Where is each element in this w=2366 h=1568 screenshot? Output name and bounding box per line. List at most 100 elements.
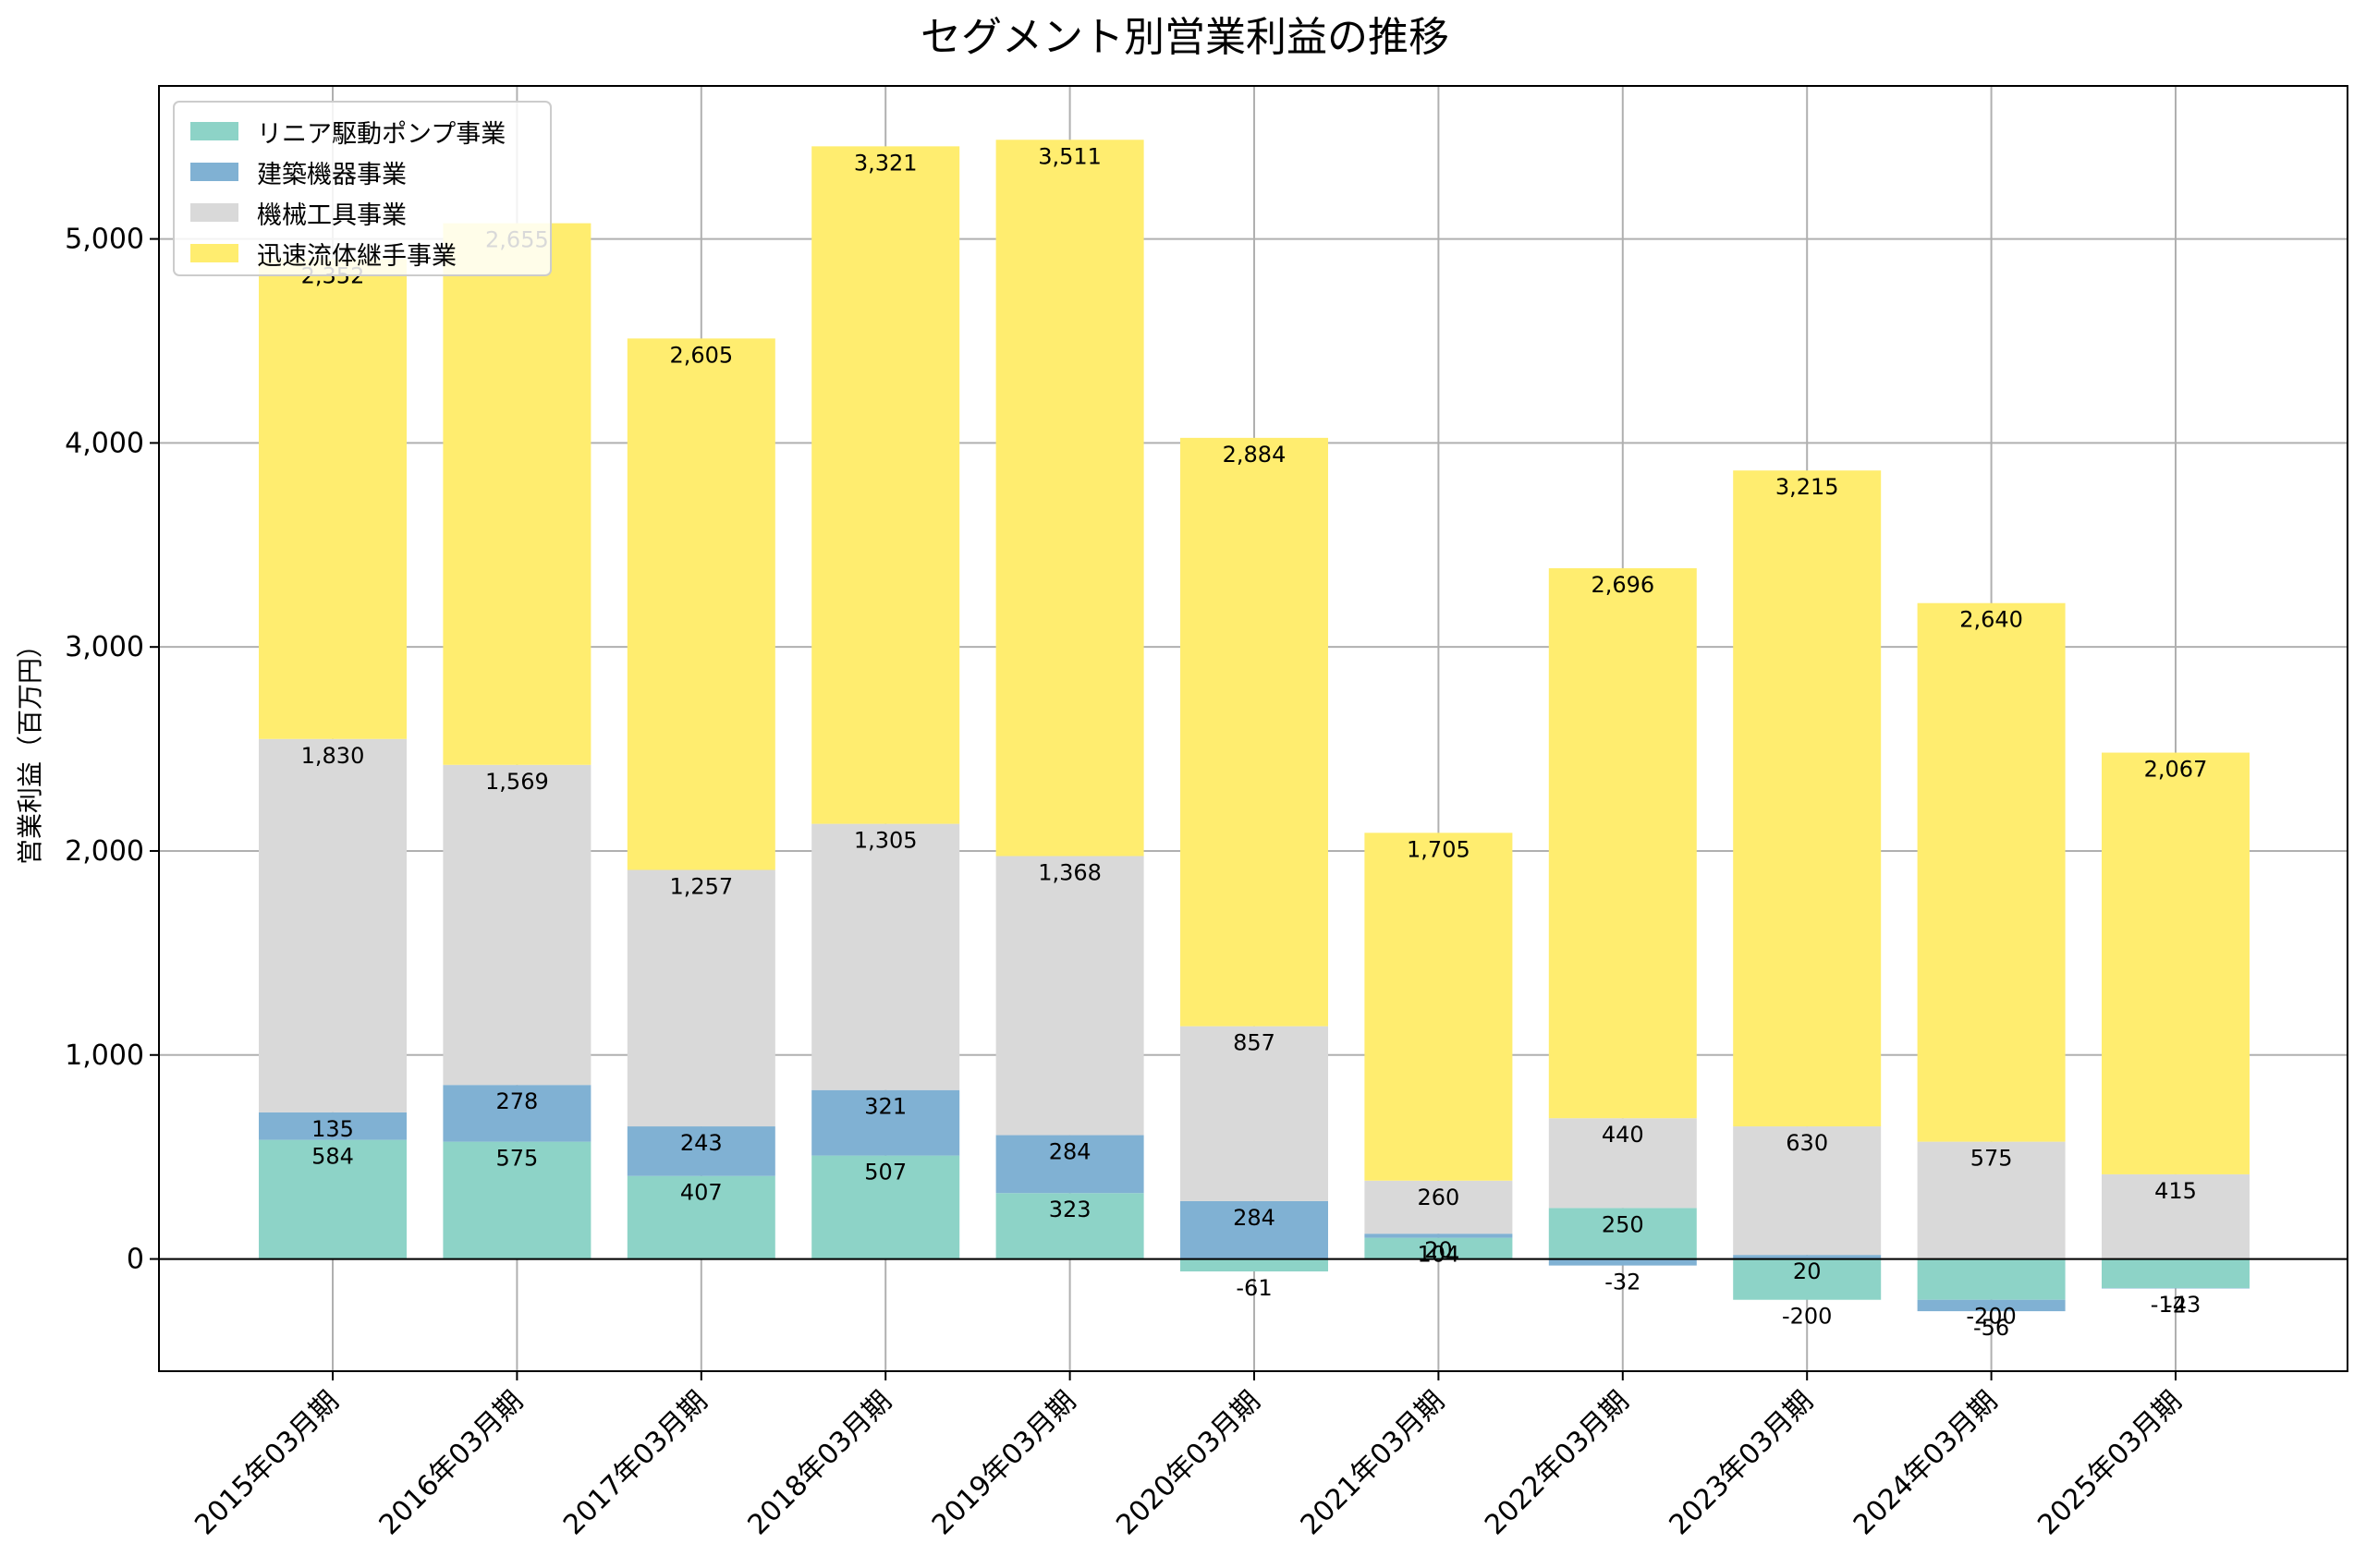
data-label: 630 [1786, 1130, 1828, 1156]
x-tick-label: 2024年03月期 [1848, 1385, 2004, 1541]
bar-segment [1917, 602, 2066, 1142]
bar-segment [1733, 1258, 1882, 1300]
data-label: -2 [2165, 1293, 2187, 1319]
bar-segment [995, 1135, 1144, 1194]
x-tick-label: 2019年03月期 [926, 1385, 1082, 1541]
data-label: 2,605 [669, 342, 733, 368]
bar-segment [1548, 1208, 1697, 1259]
bar-segment [1180, 437, 1328, 1027]
bar-segment [627, 869, 775, 1127]
bar-segment [1548, 1258, 1697, 1266]
legend-entry-label[interactable]: 機械工具事業 [257, 201, 407, 230]
x-tick-label: 2021年03月期 [1295, 1385, 1451, 1541]
data-label: 2,696 [1591, 572, 1654, 598]
bar-segment [1548, 1118, 1697, 1209]
legend-entry-label[interactable]: 迅速流体継手事業 [257, 242, 457, 271]
bar-segment [627, 338, 775, 870]
data-label: 260 [1417, 1185, 1459, 1210]
bars-layer [259, 140, 2250, 1312]
data-label: 407 [680, 1180, 723, 1206]
data-label: 284 [1049, 1139, 1092, 1165]
bar-segment [1917, 1299, 2066, 1312]
bar-segment [811, 1089, 960, 1156]
data-label: 440 [1602, 1122, 1644, 1148]
bar-segment [259, 1139, 407, 1259]
data-label: 323 [1049, 1197, 1092, 1222]
data-label: 1,830 [301, 743, 365, 769]
bar-segment [627, 1175, 775, 1259]
data-label: 575 [495, 1146, 538, 1172]
data-label: 2,067 [2144, 757, 2208, 783]
legend-swatch [190, 163, 238, 181]
bar-segment [1733, 1126, 1882, 1256]
data-label: 321 [864, 1094, 907, 1120]
bar-segment [1180, 1200, 1328, 1259]
x-tick-label: 2022年03月期 [1479, 1385, 1635, 1541]
y-tick-label: 1,000 [65, 1039, 144, 1072]
y-tick-label: 3,000 [65, 631, 144, 663]
y-tick-label: 2,000 [65, 835, 144, 868]
bar-segment [1733, 470, 1882, 1127]
data-label: 857 [1233, 1030, 1275, 1056]
bar-segment [443, 1085, 592, 1142]
data-label: 1,305 [854, 828, 918, 854]
bar-segment [1180, 1026, 1328, 1201]
data-label: -32 [1604, 1270, 1640, 1295]
bar-segment [811, 146, 960, 824]
bar-segment [627, 1126, 775, 1176]
data-label: 1,705 [1407, 836, 1470, 862]
data-label: -200 [1966, 1304, 2016, 1330]
bar-segment [2102, 752, 2250, 1174]
data-label: -56 [1973, 1315, 2009, 1341]
data-label: 415 [2154, 1178, 2197, 1204]
data-label: 1,569 [485, 769, 549, 795]
bar-segment [259, 1112, 407, 1140]
data-label: 104 [1417, 1242, 1459, 1268]
bar-segment [259, 259, 407, 739]
bar-segment [1364, 1237, 1513, 1259]
data-label: 1,368 [1038, 859, 1102, 885]
bar-segment [811, 823, 960, 1090]
plot-frame [158, 85, 2348, 1372]
x-tick-label: 2016年03月期 [373, 1385, 530, 1541]
data-label: 584 [311, 1144, 354, 1170]
bar-segment [811, 1155, 960, 1259]
data-label: 250 [1602, 1211, 1644, 1237]
bar-segment [995, 1193, 1144, 1259]
bar-segment [443, 1141, 592, 1259]
data-label: 3,215 [1775, 474, 1839, 500]
bar-segment [1548, 567, 1697, 1119]
data-label: 3,511 [1038, 143, 1102, 169]
legend-entry-label[interactable]: リニア駆動ポンプ事業 [257, 120, 506, 149]
bar-segment [1364, 833, 1513, 1181]
bar-segment [443, 223, 592, 765]
bar-segment [1917, 1258, 2066, 1300]
chart-title: セグメント別営業利益の推移 [921, 14, 1449, 61]
x-tick-label: 2023年03月期 [1663, 1385, 1819, 1541]
bar-segment [1917, 1141, 2066, 1259]
bar-segment [259, 738, 407, 1112]
legend-swatch [190, 203, 238, 222]
bar-segment [1733, 1255, 1882, 1259]
data-label: 284 [1233, 1205, 1275, 1231]
x-tick-label: 2018年03月期 [741, 1385, 897, 1541]
legend-swatch [190, 122, 238, 140]
data-labels-layer: 5841351,8302,3525752781,5692,6554072431,… [301, 143, 2208, 1341]
x-tick-label: 2025年03月期 [2031, 1385, 2188, 1541]
x-tick-label: 2017年03月期 [557, 1385, 713, 1541]
data-label: 3,321 [854, 150, 918, 176]
legend-entry-label[interactable]: 建築機器事業 [257, 161, 407, 189]
bar-segment [1180, 1258, 1328, 1272]
bar-segment [1364, 1180, 1513, 1234]
data-label: 278 [495, 1088, 538, 1114]
data-label: 507 [864, 1160, 907, 1185]
y-tick-label: 0 [127, 1244, 144, 1276]
legend-box [173, 101, 552, 276]
data-label: -143 [2151, 1292, 2201, 1318]
data-label: -200 [1782, 1304, 1832, 1330]
data-label: 20 [1793, 1258, 1822, 1284]
bar-segment [443, 764, 592, 1086]
